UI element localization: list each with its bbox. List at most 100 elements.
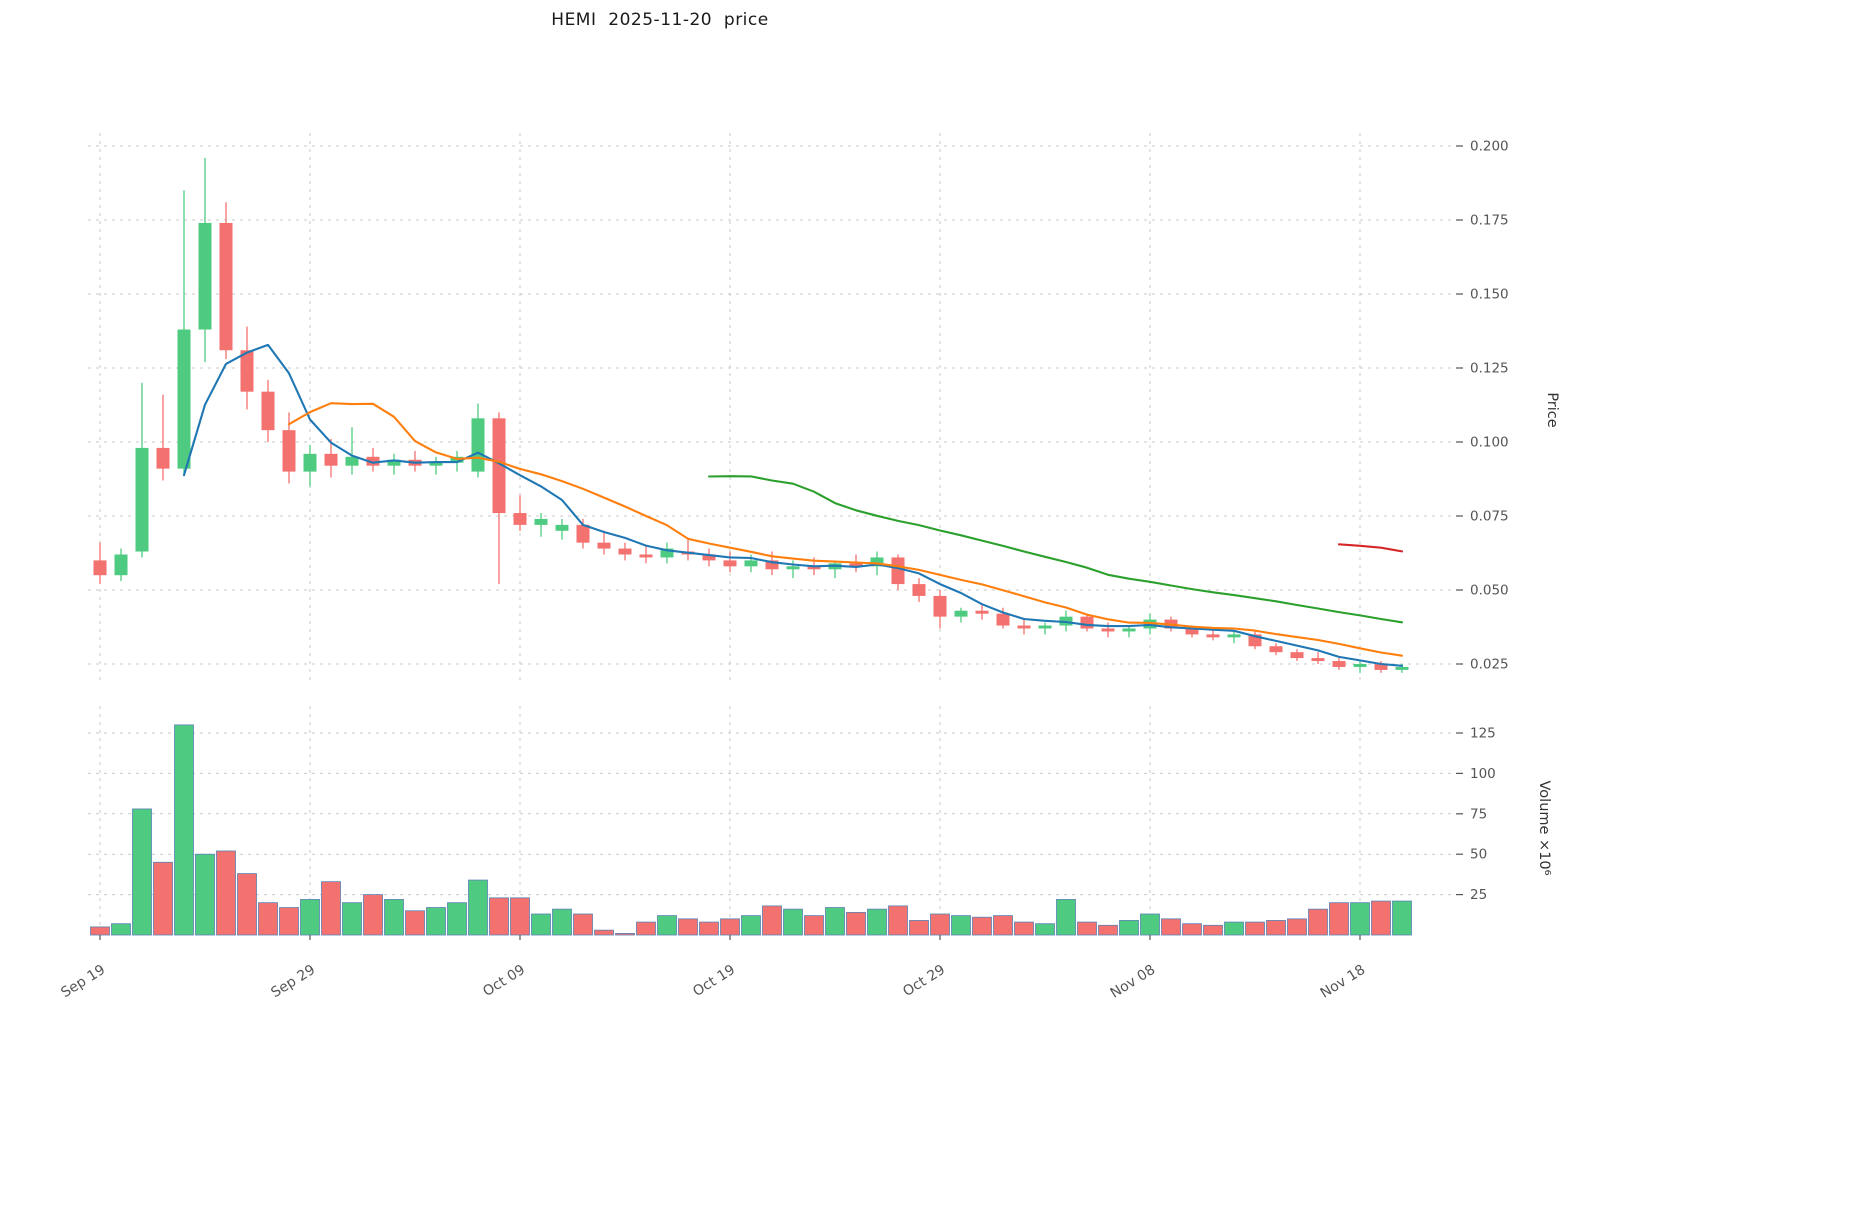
candle-body [933,595,947,617]
volume-bar [846,911,866,936]
volume-bar [888,905,908,936]
volume-bar [930,913,950,936]
candle-body [555,524,569,531]
volume-bar [1203,924,1223,936]
volume-bar [468,879,488,936]
candle-body [513,513,527,525]
price-tick-label: 0.100 [1470,435,1509,451]
volume-bar [300,899,320,936]
volume-bar [489,897,509,936]
volume-bar [762,905,782,936]
candle-body [765,560,779,570]
candle-body [471,418,485,472]
volume-bar [132,808,152,936]
ma-line-30 [707,475,1404,624]
candle-body [1122,628,1136,632]
candle-body [1248,634,1262,647]
volume-tick-label: 125 [1470,726,1496,742]
volume-tick-label: 25 [1470,887,1487,903]
candle-body [597,542,611,549]
candle-body [1269,646,1283,653]
candle-body [492,418,506,514]
volume-bar [384,899,404,936]
candle-body [177,329,191,469]
candle-body [996,613,1010,626]
volume-bar [1056,899,1076,936]
volume-bar [741,915,761,936]
candle-body [219,222,233,351]
candle-body [1038,625,1052,629]
price-tick-label: 0.150 [1470,287,1509,303]
candle-body [93,560,107,576]
volume-bar [1077,921,1097,936]
volume-tick-label: 50 [1470,847,1487,863]
volume-bar [279,907,299,936]
candle-body [429,462,443,466]
candle-body [1227,634,1241,638]
date-tick-label: Sep 19 [58,962,108,1001]
axis-titles: Price Volume ×10⁶ [1536,392,1560,875]
candle-body [1101,628,1115,632]
candle-body [387,459,401,466]
volume-bar [1098,924,1118,936]
volume-bar [531,913,551,936]
date-tick-label: Oct 09 [480,962,528,1000]
volume-bar [1392,900,1412,936]
candle-body [849,563,863,567]
candle-body [156,447,170,469]
volume-bar [237,873,257,936]
candle-body [702,554,716,561]
candle-body [660,548,674,558]
price-tick-label: 0.200 [1470,139,1509,155]
candle-body [534,518,548,525]
volume-bar [1350,902,1370,936]
candle-body [1374,664,1388,670]
volume-bar [195,853,215,936]
volume-bar [1035,923,1055,936]
volume-bar [216,850,236,936]
candle-body [891,557,905,585]
date-tick-label: Sep 29 [268,962,318,1001]
ma-line-60 [1337,543,1404,553]
volume-bar [636,921,656,936]
date-tick-label: Oct 29 [900,962,948,1000]
volume-bar [363,894,383,936]
volume-bar [1224,921,1244,936]
candle-body [1311,658,1325,662]
volume-bar [1329,902,1349,936]
candle-body [1017,625,1031,629]
candle-body [618,548,632,555]
volume-bar [867,908,887,936]
volume-tick-label: 100 [1470,766,1496,782]
volume-bar [1266,920,1286,936]
volume-bar [783,908,803,936]
volume-bar [573,913,593,936]
volume-bar [1161,918,1181,936]
candle-body [345,456,359,466]
volume-bar [1371,900,1391,936]
volume-bar [1140,913,1160,936]
volume-bar [615,932,635,936]
candle-body [576,524,590,543]
price-tick-label: 0.125 [1470,361,1509,377]
date-tick-label: Oct 19 [690,962,738,1000]
volume-bar [909,920,929,936]
volume-bar [804,915,824,936]
price-tick-label: 0.075 [1470,509,1509,525]
candle-body [912,584,926,596]
volume-bars [90,724,1412,936]
candle-body [366,456,380,466]
volume-bar [1014,921,1034,936]
volume-bar [699,921,719,936]
volume-bar [510,897,530,936]
candle-body [1332,661,1346,667]
candle-body [240,350,254,392]
volume-bar [153,861,173,936]
volume-bar [678,918,698,936]
volume-bar [657,915,677,936]
volume-bar [951,915,971,936]
price-tick-label: 0.050 [1470,583,1509,599]
volume-bar [993,915,1013,936]
price-axis-ticks: 0.200 0.175 0.150 0.125 0.100 0.075 0.050 0.025 [1456,139,1509,673]
